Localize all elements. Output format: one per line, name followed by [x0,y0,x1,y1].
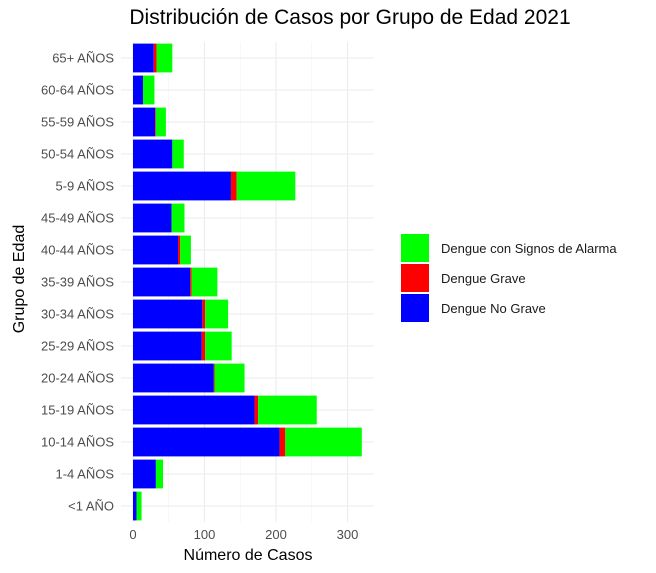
legend-key [401,234,429,262]
y-tick-label: 55-59 AÑOS [41,115,114,130]
bar-dengue-con-signos-de-alarma-3 [258,395,317,425]
bar-dengue-con-signos-de-alarma-6 [205,299,229,329]
bar-dengue-no-grave-6 [133,299,203,329]
bar-dengue-no-grave-8 [133,235,179,265]
bar-dengue-no-grave-13 [133,75,144,105]
legend: Dengue con Signos de Alarma Dengue Grave D… [401,233,617,323]
y-tick-label: 15-19 AÑOS [41,403,114,418]
bar-dengue-grave-7 [190,267,192,297]
bar-dengue-con-signos-de-alarma-1 [155,459,164,489]
legend-label: Dengue Grave [441,270,526,286]
bar-dengue-no-grave-11 [133,139,173,169]
bar-dengue-no-grave-7 [133,267,191,297]
bar-dengue-no-grave-3 [133,395,255,425]
legend-key [401,264,429,292]
bar-dengue-con-signos-de-alarma-8 [180,235,191,265]
bar-dengue-no-grave-1 [133,459,156,489]
y-tick-label: <1 AÑO [68,499,114,514]
bar-dengue-con-signos-de-alarma-2 [285,427,362,457]
bar-dengue-grave-6 [202,299,206,329]
y-tick-label: 10-14 AÑOS [41,435,114,450]
legend-key [401,294,429,322]
bar-dengue-grave-8 [178,235,181,265]
y-tick-label: 25-29 AÑOS [41,339,114,354]
bar-dengue-con-signos-de-alarma-9 [171,203,185,233]
y-tick-label: 5-9 AÑOS [55,179,114,194]
x-tick-label: 300 [337,527,359,542]
x-tick-label: 0 [129,527,136,542]
bar-dengue-grave-14 [153,43,157,73]
legend-label: Dengue con Signos de Alarma [441,240,617,256]
y-tick-label: 65+ AÑOS [52,51,114,66]
y-tick-labels: <1 AÑO 1-4 AÑOS 10-14 AÑOS 15-19 AÑOS 20-24 … [41,51,114,514]
legend-item: Dengue No Grave [401,293,617,323]
bar-dengue-con-signos-de-alarma-4 [214,363,245,393]
bar-dengue-no-grave-5 [133,331,202,361]
bar-dengue-no-grave-4 [133,363,214,393]
bar-dengue-con-signos-de-alarma-7 [191,267,218,297]
y-tick-label: 40-44 AÑOS [41,243,114,258]
bar-dengue-no-grave-12 [133,107,156,137]
y-axis-title: Grupo de Edad [11,225,28,334]
y-tick-label: 30-34 AÑOS [41,307,114,322]
x-tick-label: 200 [265,527,287,542]
bar-dengue-no-grave-2 [133,427,280,457]
bar-dengue-no-grave-0 [133,491,137,521]
bar-dengue-con-signos-de-alarma-14 [156,43,173,73]
y-tick-label: 45-49 AÑOS [41,211,114,226]
chart-title: Distribución de Casos por Grupo de Edad … [129,6,571,29]
bar-dengue-con-signos-de-alarma-13 [143,75,155,105]
bar-dengue-grave-2 [279,427,286,457]
bar-dengue-grave-10 [230,171,237,201]
y-tick-label: 35-39 AÑOS [41,275,114,290]
bar-dengue-no-grave-10 [133,171,231,201]
y-tick-label: 50-54 AÑOS [41,147,114,162]
bar-dengue-grave-4 [213,363,215,393]
bar-dengue-no-grave-9 [133,203,172,233]
x-axis-title: Número de Casos [184,547,313,564]
bar-dengue-grave-3 [254,395,259,425]
legend-item: Dengue con Signos de Alarma [401,233,617,263]
bar-dengue-con-signos-de-alarma-0 [136,491,142,521]
x-tick-labels: 0 100 200 300 [129,527,358,542]
bar-dengue-grave-12 [155,107,156,137]
bar-dengue-con-signos-de-alarma-10 [236,171,296,201]
bar-dengue-con-signos-de-alarma-12 [155,107,166,137]
y-tick-label: 20-24 AÑOS [41,371,114,386]
x-tick-label: 100 [194,527,216,542]
legend-label: Dengue No Grave [441,300,546,316]
bar-dengue-grave-5 [201,331,206,361]
legend-item: Dengue Grave [401,263,617,293]
y-tick-label: 60-64 AÑOS [41,83,114,98]
y-tick-label: 1-4 AÑOS [55,467,114,482]
bar-dengue-con-signos-de-alarma-11 [172,139,184,169]
bars [133,43,362,521]
bar-dengue-con-signos-de-alarma-5 [205,331,232,361]
bar-dengue-no-grave-14 [133,43,154,73]
